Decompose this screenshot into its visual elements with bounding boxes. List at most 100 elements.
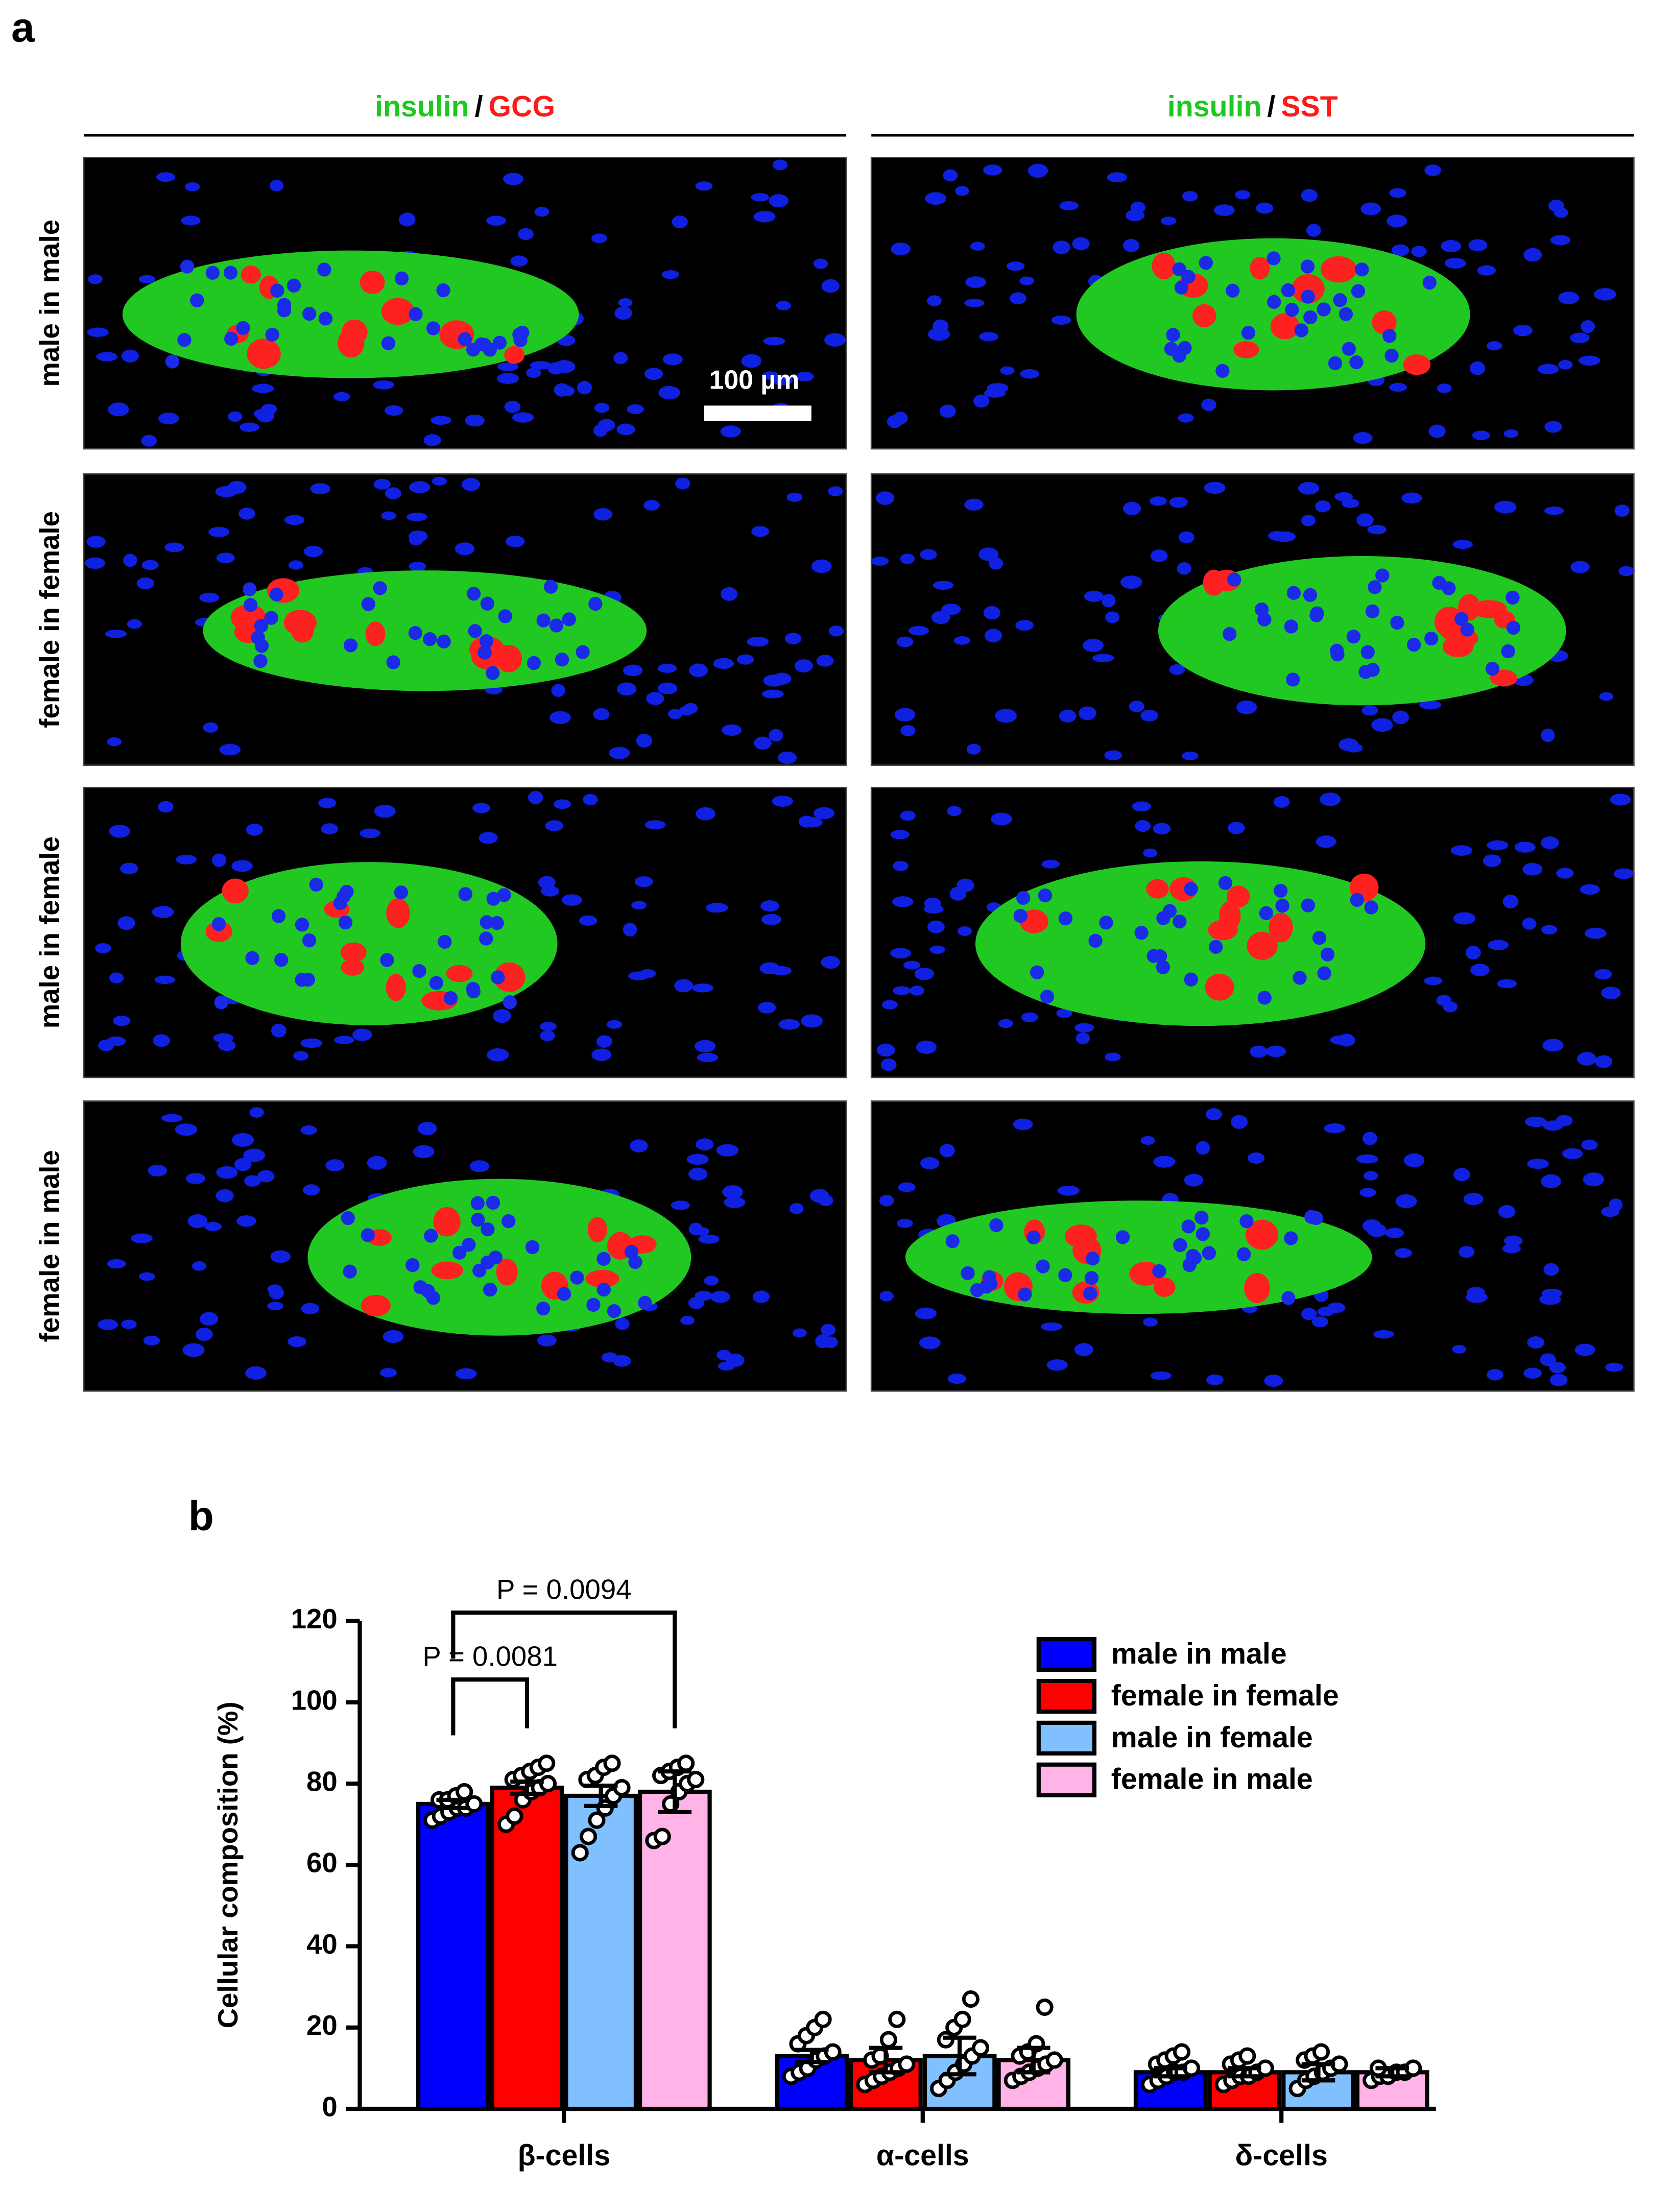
nucleus bbox=[1358, 665, 1373, 679]
nucleus bbox=[1570, 561, 1590, 573]
nucleus bbox=[1231, 1115, 1248, 1129]
nucleus bbox=[675, 477, 690, 490]
nucleus bbox=[1342, 498, 1359, 508]
nucleus bbox=[1504, 1235, 1523, 1246]
nucleus bbox=[688, 1222, 703, 1236]
nucleus bbox=[1215, 364, 1230, 378]
nucleus bbox=[1468, 239, 1488, 252]
separator: / bbox=[475, 90, 483, 123]
nucleus bbox=[910, 985, 924, 996]
nucleus bbox=[1387, 214, 1407, 228]
nucleus bbox=[876, 1043, 895, 1057]
nucleus bbox=[1349, 355, 1364, 370]
stain-label: insulin bbox=[375, 90, 469, 123]
nucleus bbox=[1076, 1343, 1092, 1357]
nucleus bbox=[127, 619, 142, 629]
nucleus bbox=[185, 182, 200, 191]
nucleus bbox=[429, 976, 443, 990]
nucleus bbox=[770, 966, 792, 976]
hormone-cell bbox=[1208, 920, 1238, 941]
nucleus bbox=[777, 751, 797, 764]
nucleus bbox=[1543, 1263, 1559, 1276]
nucleus bbox=[253, 408, 275, 419]
nucleus bbox=[1384, 348, 1399, 363]
nucleus bbox=[1463, 1193, 1484, 1206]
nucleus bbox=[591, 233, 607, 244]
nucleus bbox=[1150, 549, 1168, 562]
nucleus bbox=[310, 483, 330, 495]
nucleus bbox=[246, 823, 263, 836]
nucleus bbox=[900, 554, 915, 564]
nucleus bbox=[216, 1166, 238, 1179]
nucleus bbox=[269, 587, 283, 602]
nucleus bbox=[1161, 217, 1177, 225]
nucleus bbox=[199, 592, 220, 603]
nucleus bbox=[153, 1034, 170, 1047]
nucleus bbox=[1294, 323, 1309, 338]
nucleus bbox=[627, 404, 644, 414]
nucleus bbox=[254, 618, 269, 633]
nucleus bbox=[1312, 931, 1327, 945]
nucleus bbox=[543, 580, 558, 594]
nucleus bbox=[896, 636, 914, 647]
scale-bar-label: 100 µm bbox=[709, 365, 799, 395]
hormone-cell bbox=[360, 270, 385, 294]
nucleus bbox=[216, 1189, 234, 1203]
nucleus bbox=[269, 1286, 284, 1300]
nucleus bbox=[1553, 207, 1568, 218]
nucleus bbox=[1558, 292, 1580, 304]
nucleus bbox=[211, 917, 226, 931]
nucleus bbox=[228, 411, 243, 422]
nucleus bbox=[593, 424, 608, 437]
nucleus bbox=[949, 886, 967, 901]
nucleus bbox=[534, 207, 549, 217]
nucleus bbox=[814, 807, 835, 820]
nucleus bbox=[455, 1368, 477, 1380]
nucleus bbox=[680, 1316, 695, 1325]
nucleus bbox=[816, 655, 834, 667]
nucleus bbox=[638, 1295, 652, 1310]
nucleus bbox=[138, 275, 156, 283]
nucleus bbox=[406, 513, 427, 521]
nucleus bbox=[1488, 940, 1509, 950]
nucleus bbox=[1382, 329, 1397, 343]
nucleus bbox=[121, 1319, 137, 1329]
nucleus bbox=[964, 498, 984, 511]
nucleus bbox=[211, 853, 227, 867]
nucleus bbox=[1178, 413, 1194, 423]
nucleus bbox=[672, 215, 688, 229]
nucleus bbox=[1320, 792, 1341, 806]
nucleus bbox=[953, 636, 970, 645]
nucleus bbox=[1450, 845, 1473, 856]
y-tick-label: 100 bbox=[291, 1685, 338, 1716]
nucleus bbox=[961, 1266, 975, 1281]
nucleus bbox=[1556, 868, 1574, 879]
nucleus bbox=[108, 402, 129, 417]
nucleus bbox=[696, 807, 715, 821]
nucleus bbox=[477, 338, 492, 352]
nucleus bbox=[896, 1218, 913, 1228]
nucleus bbox=[1315, 500, 1331, 513]
nucleus bbox=[154, 975, 175, 984]
nucleus bbox=[1581, 1139, 1598, 1150]
nucleus bbox=[1051, 316, 1071, 325]
nucleus bbox=[1330, 647, 1345, 662]
nucleus bbox=[1428, 424, 1446, 438]
nucleus bbox=[1494, 500, 1517, 514]
nucleus bbox=[894, 708, 915, 722]
hormone-cell bbox=[291, 618, 314, 643]
nucleus bbox=[1036, 1259, 1050, 1273]
nucleus bbox=[107, 737, 122, 747]
hormone-cell bbox=[386, 974, 406, 1001]
nucleus bbox=[1301, 290, 1315, 304]
nucleus bbox=[890, 948, 912, 959]
nucleus bbox=[321, 823, 339, 835]
nucleus bbox=[1143, 1317, 1158, 1327]
data-point bbox=[953, 2010, 971, 2028]
nucleus bbox=[778, 1019, 800, 1030]
error-bar bbox=[1228, 2066, 1261, 2079]
nucleus bbox=[947, 1373, 967, 1384]
nucleus bbox=[343, 638, 358, 653]
legend-label: male in female bbox=[1111, 1721, 1313, 1754]
error-bar bbox=[1301, 2062, 1335, 2083]
